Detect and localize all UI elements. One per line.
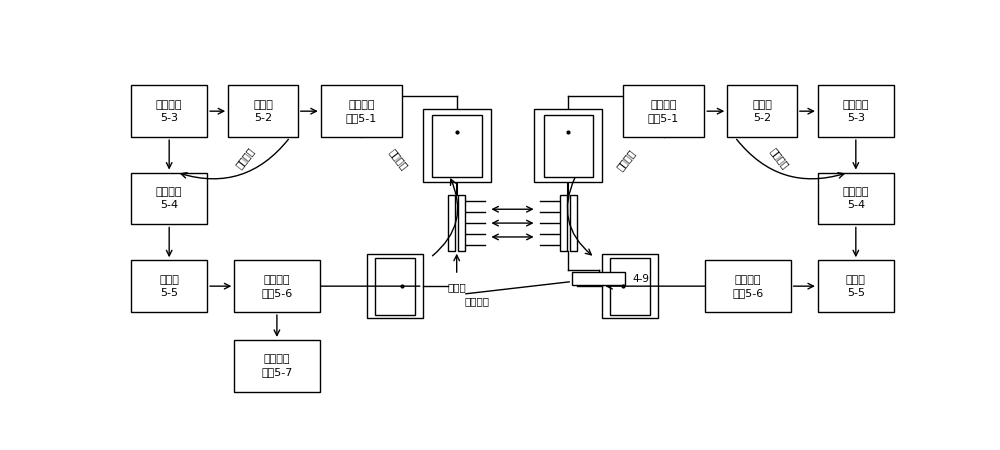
Bar — [818, 85, 894, 137]
Text: 移相电路
5-4: 移相电路 5-4 — [156, 187, 182, 210]
Bar — [727, 85, 797, 137]
Bar — [818, 260, 894, 312]
Bar — [234, 340, 320, 392]
Bar — [570, 195, 577, 251]
Bar — [234, 260, 320, 312]
Bar — [534, 109, 602, 182]
Text: 放大器
5-2: 放大器 5-2 — [752, 99, 772, 123]
Text: 比较器
5-5: 比较器 5-5 — [159, 274, 179, 298]
Bar — [423, 109, 491, 182]
Text: 自激振荡: 自激振荡 — [387, 147, 410, 172]
Text: 4-9: 4-9 — [633, 274, 650, 284]
Text: 比较器
5-5: 比较器 5-5 — [846, 274, 866, 298]
Text: 作用力: 作用力 — [447, 282, 466, 292]
Bar — [610, 257, 650, 315]
Text: 幅值调节
电路5-6: 幅值调节 电路5-6 — [261, 274, 293, 298]
Bar — [228, 85, 298, 137]
Bar — [131, 172, 207, 225]
Text: 静电耦合: 静电耦合 — [464, 296, 489, 306]
Bar — [432, 115, 482, 177]
Text: 馈穿电流
消除5-1: 馈穿电流 消除5-1 — [648, 99, 679, 123]
Text: 带通滤波
5-3: 带通滤波 5-3 — [843, 99, 869, 123]
Text: 自激振荡: 自激振荡 — [769, 146, 791, 170]
Text: 频率测量
装置5-7: 频率测量 装置5-7 — [261, 354, 293, 378]
Text: 放大器
5-2: 放大器 5-2 — [253, 99, 273, 123]
Bar — [448, 195, 455, 251]
Bar — [560, 195, 567, 251]
Bar — [367, 254, 423, 318]
Bar — [131, 85, 207, 137]
Bar — [818, 172, 894, 225]
Text: 自激振荡: 自激振荡 — [234, 146, 256, 170]
Bar — [458, 195, 465, 251]
Text: 自激振荡: 自激振荡 — [615, 147, 638, 172]
Bar — [131, 260, 207, 312]
Bar — [602, 254, 658, 318]
Bar — [705, 260, 791, 312]
Bar — [321, 85, 402, 137]
Bar — [544, 115, 593, 177]
Text: 移相电路
5-4: 移相电路 5-4 — [843, 187, 869, 210]
Text: 幅值调节
电路5-6: 幅值调节 电路5-6 — [732, 274, 764, 298]
Text: 带通滤波
5-3: 带通滤波 5-3 — [156, 99, 182, 123]
Bar — [623, 85, 704, 137]
Bar — [572, 272, 625, 285]
Bar — [375, 257, 415, 315]
Text: 馈穿电流
消除5-1: 馈穿电流 消除5-1 — [346, 99, 377, 123]
